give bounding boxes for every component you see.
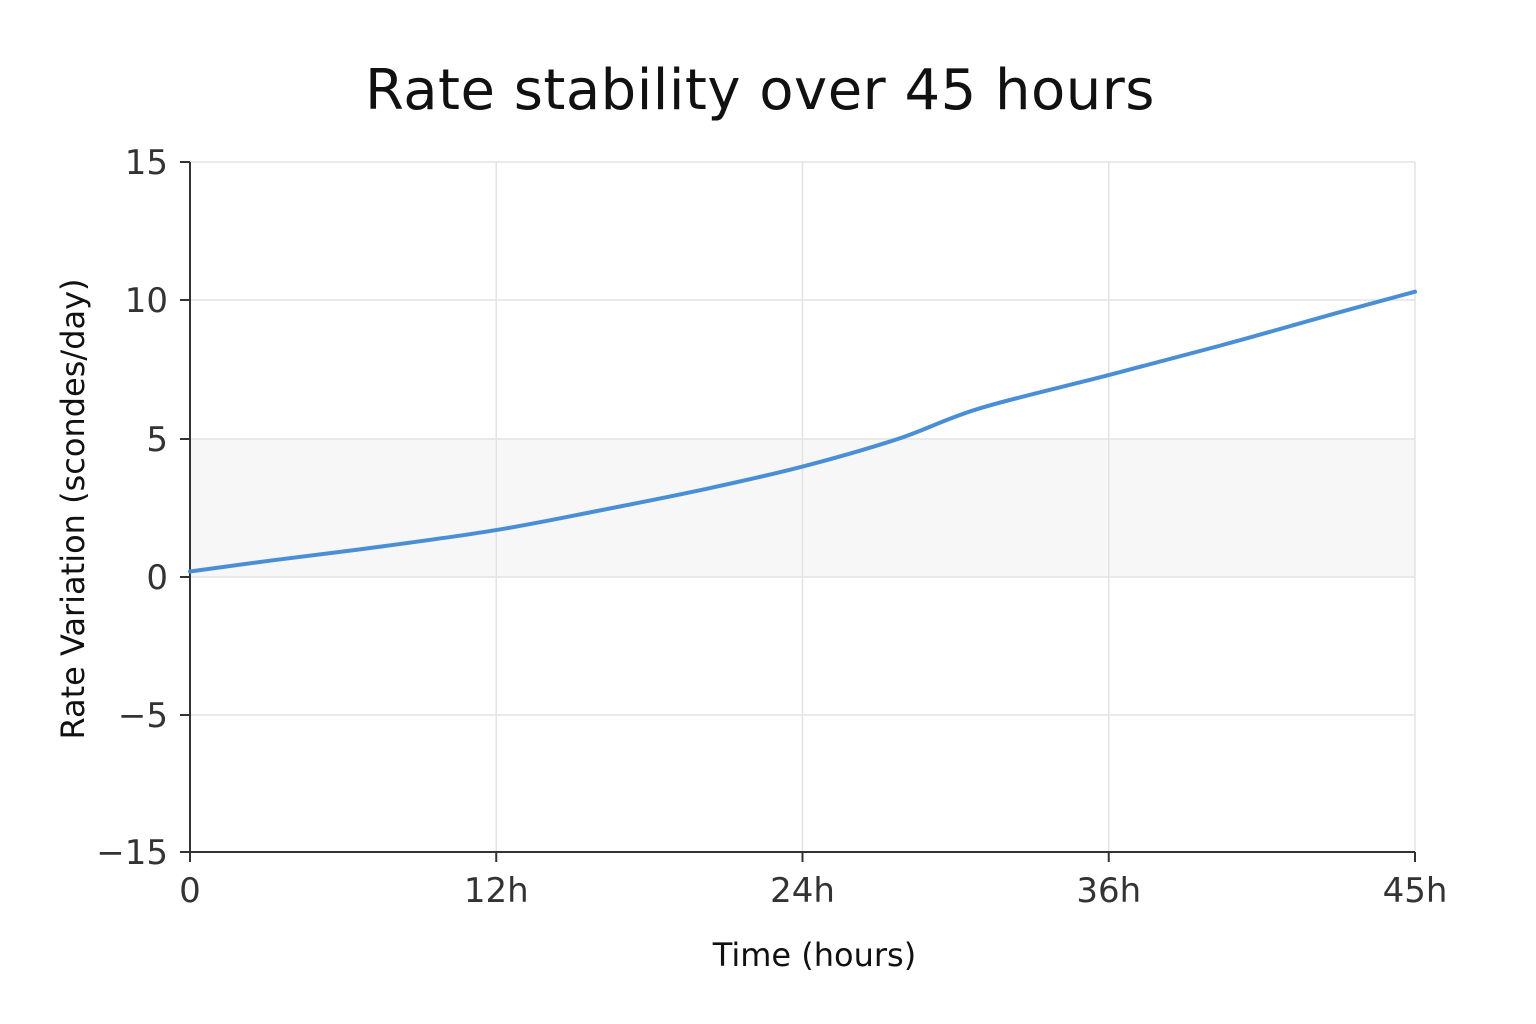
y-tick-labels: 15 10 5 0 −5 −15: [96, 143, 168, 873]
y-tick-label: 15: [125, 143, 168, 183]
x-tick-label: 36h: [1076, 871, 1141, 911]
x-tick-label: 12h: [464, 871, 529, 911]
y-tick-label: 0: [146, 558, 168, 598]
y-axis-label: Rate Variation (scondes/day): [54, 278, 92, 739]
y-tick-label: −5: [118, 696, 168, 736]
y-tick-label: 10: [125, 281, 168, 321]
x-tick-label: 0: [179, 871, 201, 911]
chart-title: Rate stability over 45 hours: [365, 58, 1155, 123]
series-group: [188, 289, 1417, 574]
x-tick-label: 24h: [770, 871, 835, 911]
y-tick-label: −15: [96, 833, 168, 873]
y-tick-label: 5: [146, 420, 168, 460]
x-tick-labels: 0 12h 24h 36h 45h: [179, 871, 1447, 911]
x-axis-label: Time (hours): [712, 936, 916, 974]
x-tick-label: 45h: [1383, 871, 1448, 911]
axes: [180, 161, 1416, 862]
series-line: [188, 289, 1417, 574]
